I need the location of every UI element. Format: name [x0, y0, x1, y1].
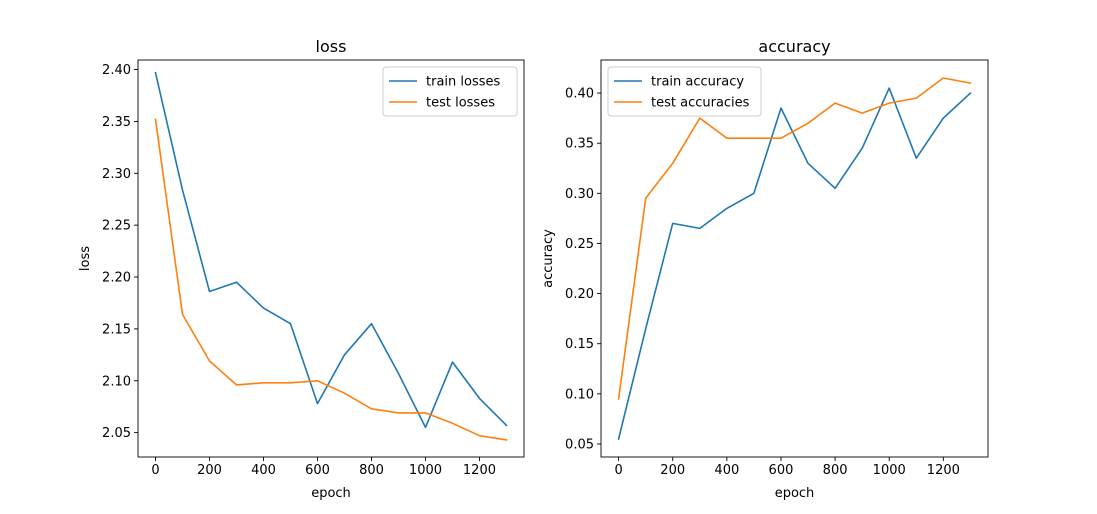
accuracy-y-tick-label: 0.40	[565, 87, 594, 102]
loss-x-tick-label: 200	[197, 463, 222, 478]
accuracy-legend-label-0: train accuracy	[651, 75, 744, 90]
loss-y-tick-label: 2.25	[102, 219, 131, 234]
accuracy-x-tick-label: 200	[660, 463, 685, 478]
accuracy-x-tick-label: 1000	[873, 463, 906, 478]
accuracy-x-tick-label: 800	[823, 463, 848, 478]
loss-legend-label-0: train losses	[426, 75, 501, 90]
loss-y-tick-label: 2.10	[102, 374, 131, 389]
loss-y-tick-label: 2.30	[102, 167, 131, 182]
accuracy-y-tick-label: 0.30	[565, 187, 594, 202]
accuracy-y-tick-label: 0.35	[565, 137, 594, 152]
loss-x-tick-label: 1200	[463, 463, 496, 478]
loss-x-tick-label: 1000	[409, 463, 442, 478]
accuracy-x-axis-label: epoch	[775, 486, 815, 501]
loss-chart: 0 200 400 600 800 1000 1200 2.05 2.10 2.15 2.20 2.2…	[78, 37, 525, 501]
loss-y-tick-label: 2.40	[102, 63, 131, 78]
accuracy-legend-box	[607, 66, 762, 117]
accuracy-y-tick-label: 0.10	[565, 387, 594, 402]
accuracy-series-line-0	[617, 87, 972, 440]
loss-x-axis-label: epoch	[311, 486, 351, 501]
loss-x-tick-label: 600	[305, 463, 330, 478]
accuracy-chart-title: accuracy	[758, 37, 830, 56]
loss-series-line-1	[154, 118, 508, 441]
accuracy-x-tick-label: 400	[714, 463, 739, 478]
loss-x-tick-label: 0	[151, 463, 159, 478]
accuracy-chart: 0 200 400 600 800 1000 1200 0.05 0.10 0.15 0.20 0.2…	[541, 37, 989, 501]
accuracy-series-line-1	[617, 77, 972, 400]
loss-chart-title: loss	[316, 37, 347, 56]
accuracy-y-tick-label: 0.15	[565, 337, 594, 352]
loss-legend-label-1: test losses	[426, 96, 495, 111]
loss-axes-frame	[137, 59, 525, 458]
loss-y-tick-label: 2.15	[102, 322, 131, 337]
accuracy-y-tick-label: 0.25	[565, 237, 594, 252]
accuracy-axes-frame	[600, 59, 989, 458]
loss-x-tick-label: 800	[359, 463, 384, 478]
accuracy-x-tick-label: 0	[614, 463, 622, 478]
loss-y-tick-label: 2.20	[102, 271, 131, 286]
loss-legend-box	[382, 66, 518, 117]
loss-x-tick-label: 400	[251, 463, 276, 478]
accuracy-x-tick-label: 1200	[927, 463, 960, 478]
accuracy-y-axis-label: accuracy	[541, 229, 556, 288]
loss-series-line-0	[154, 71, 508, 429]
loss-y-axis-label: loss	[78, 246, 93, 271]
loss-y-tick-label: 2.05	[102, 426, 131, 441]
accuracy-legend-label-1: test accuracies	[651, 96, 750, 111]
accuracy-y-tick-label: 0.20	[565, 287, 594, 302]
loss-y-tick-label: 2.35	[102, 115, 131, 130]
accuracy-x-tick-label: 600	[769, 463, 794, 478]
accuracy-y-tick-label: 0.05	[565, 437, 594, 452]
